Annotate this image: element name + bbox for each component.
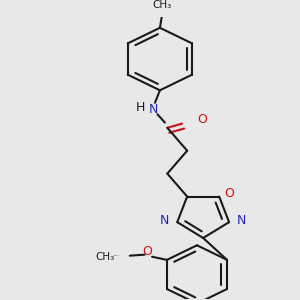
Text: N: N (160, 214, 170, 226)
Text: CH₃: CH₃ (153, 0, 172, 10)
Text: methoxy: methoxy (114, 255, 121, 256)
Text: N: N (237, 214, 246, 226)
Text: O: O (142, 245, 152, 258)
Text: O: O (197, 113, 207, 126)
Text: H: H (135, 101, 145, 115)
Text: O: O (224, 187, 234, 200)
Text: CH₃: CH₃ (96, 252, 115, 262)
Text: N: N (149, 103, 158, 116)
